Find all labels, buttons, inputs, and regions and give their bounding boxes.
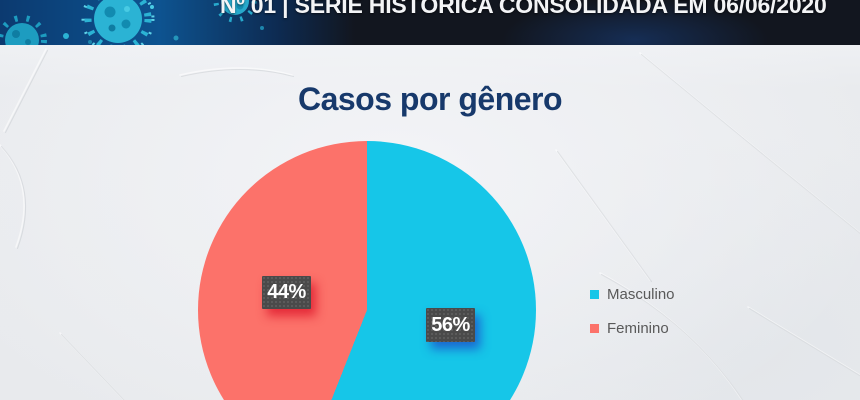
- banner: Nº 01 | SÉRIE HISTÓRICA CONSOLIDADA EM 0…: [0, 0, 860, 45]
- legend-swatch-feminino: [590, 323, 599, 333]
- pie-data-label-masculino: 56%: [426, 308, 475, 342]
- pie-chart: [198, 141, 536, 400]
- legend-swatch-masculino: [590, 289, 599, 299]
- pie-data-label-feminino: 44%: [262, 276, 311, 309]
- legend-item-feminino: Feminino: [590, 317, 675, 339]
- legend-item-masculino: Masculino: [590, 283, 675, 305]
- paper-crease-texture: [0, 48, 860, 400]
- legend-label-feminino: Feminino: [607, 319, 669, 337]
- banner-title: Nº 01 | SÉRIE HISTÓRICA CONSOLIDADA EM 0…: [220, 0, 827, 18]
- legend-label-masculino: Masculino: [607, 285, 675, 303]
- chart-title: Casos por gênero: [297, 81, 563, 117]
- legend: Masculino Feminino: [590, 283, 675, 351]
- coronavirus-image: [0, 0, 355, 45]
